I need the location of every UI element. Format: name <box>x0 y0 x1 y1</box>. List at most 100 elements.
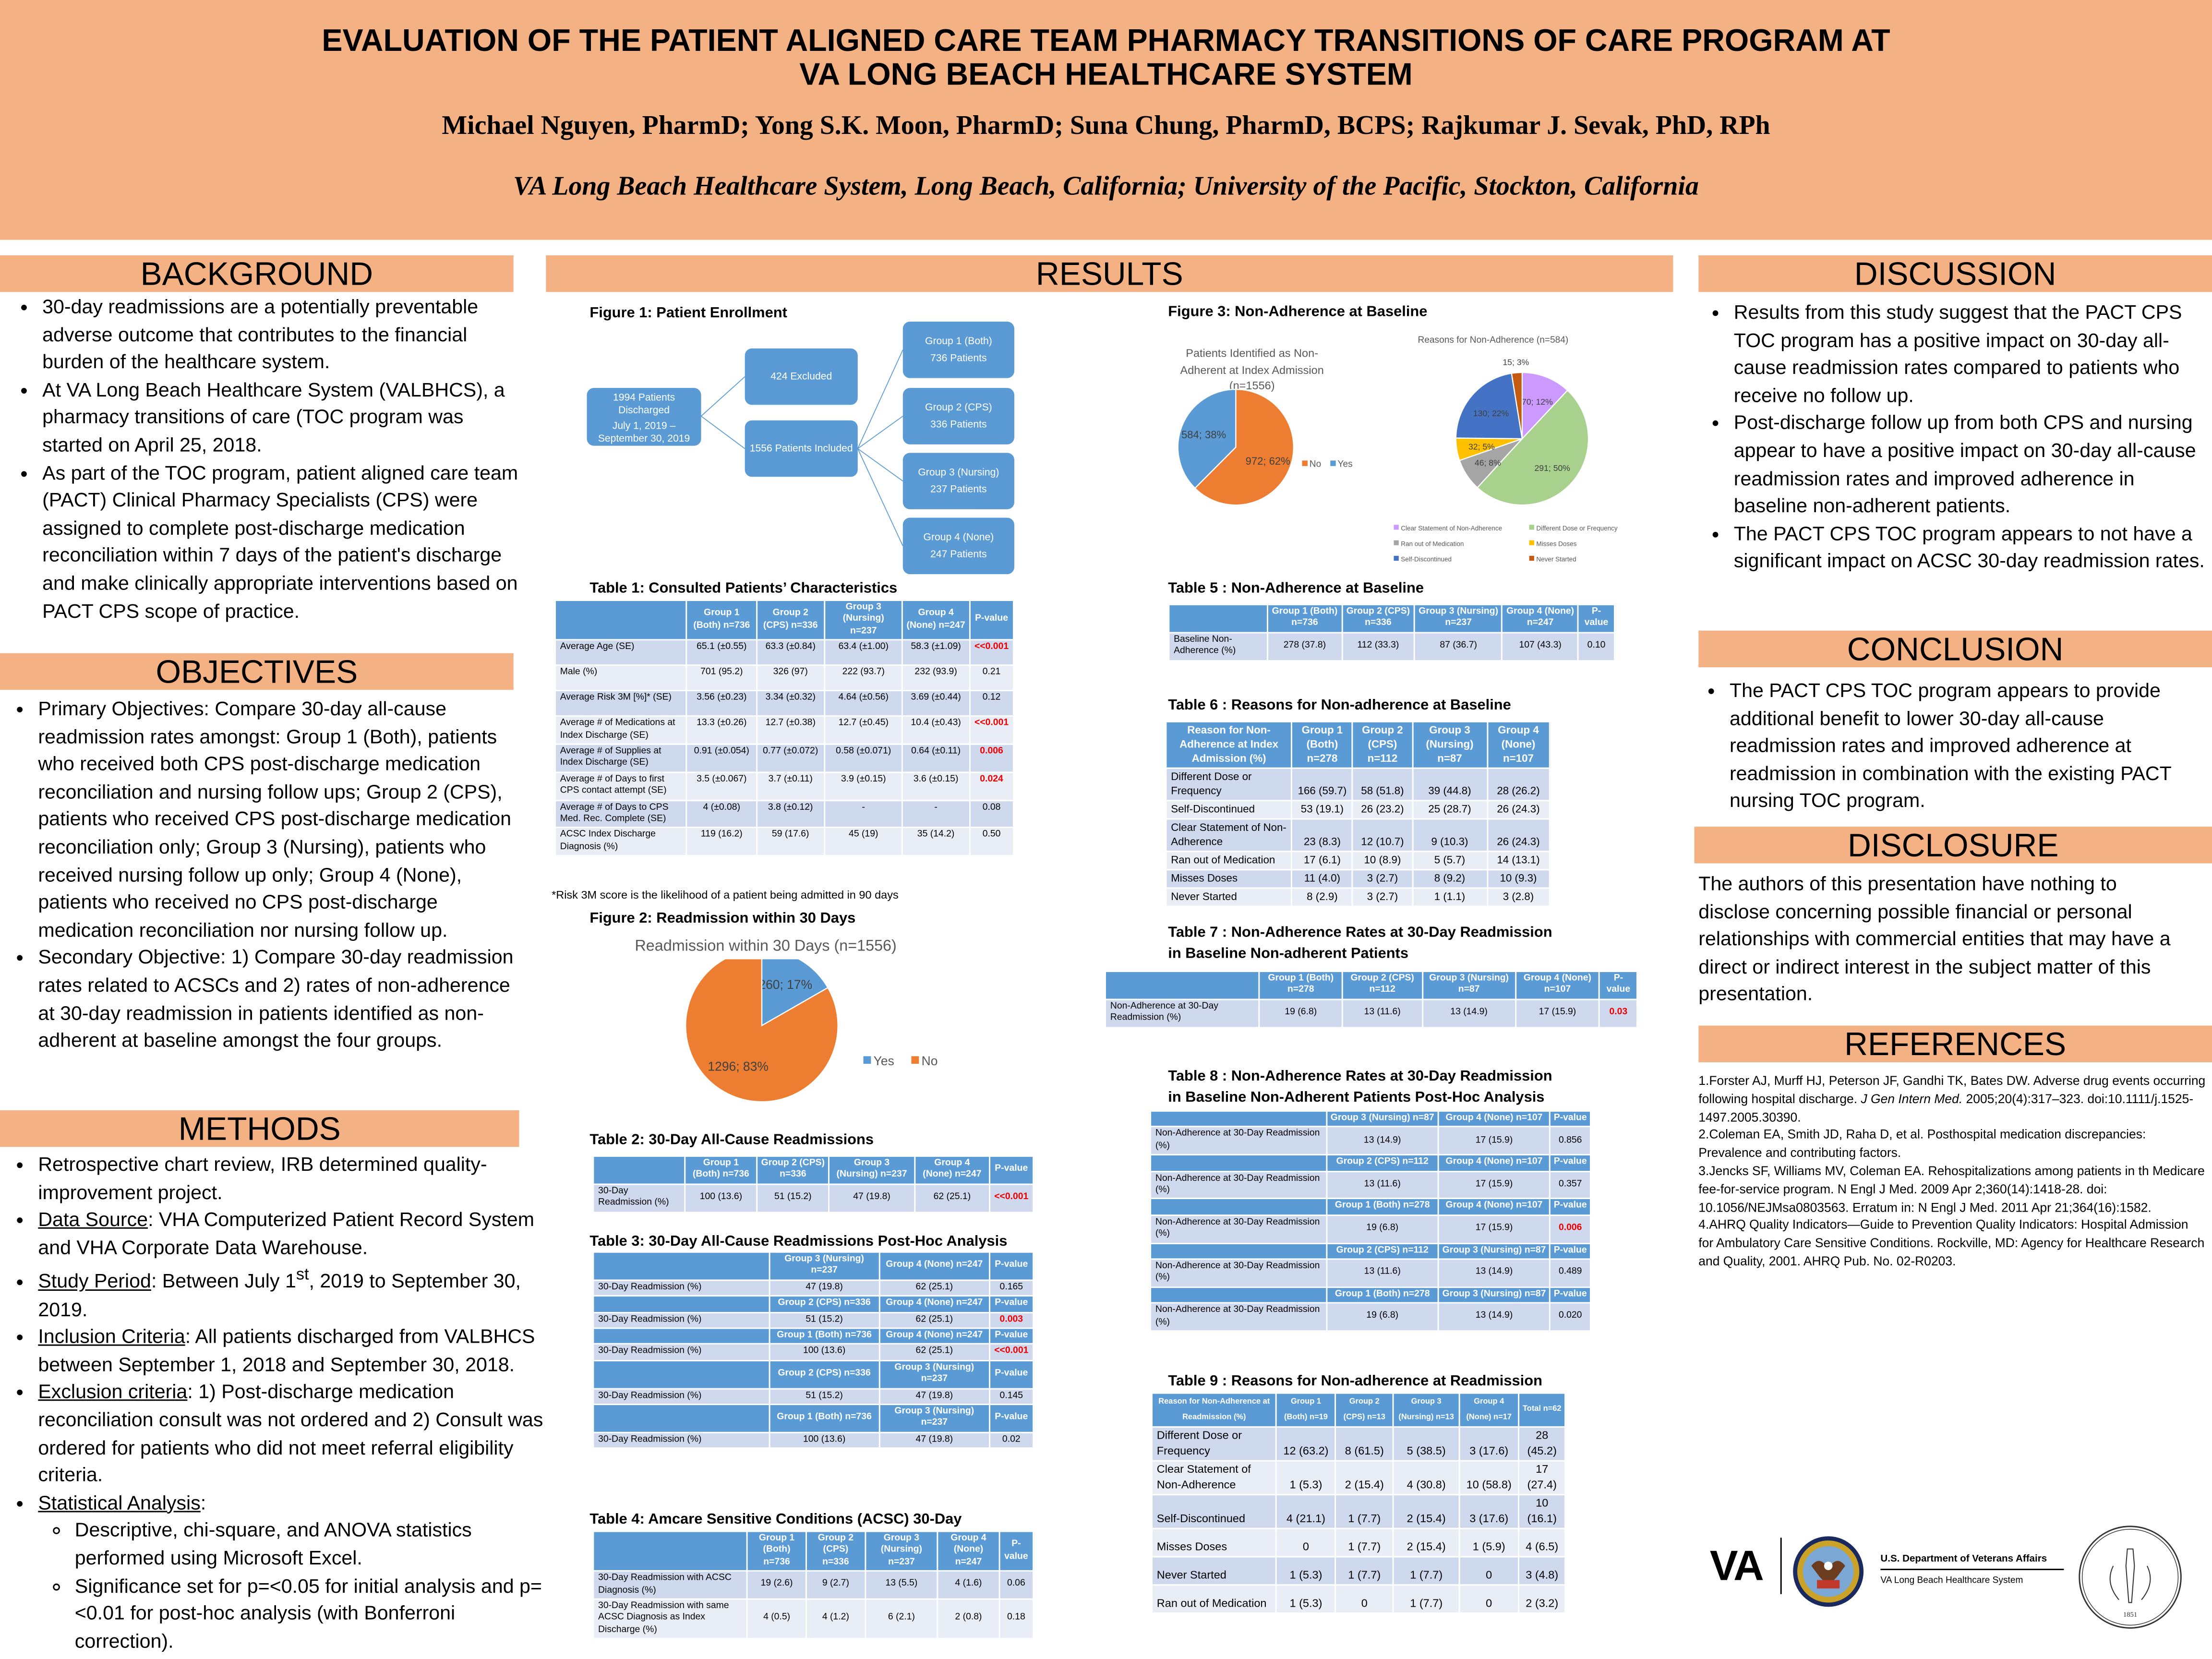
table-row: Male (%) 701 (95.2) 326 (97) 222 (93.7) 232 … <box>554 664 1014 692</box>
table-row: Non-Adherence at 30-Day Readmission (%) 1… <box>1150 1258 1591 1288</box>
table-cell: 9 (2.7) <box>805 1570 866 1600</box>
column-header: Reason for Non-Adherence at Index Admiss… <box>1165 721 1293 769</box>
legend-label: Self-Discontinued <box>1401 556 1452 563</box>
column-header: P-value <box>969 599 1014 641</box>
table-cell: 63.3 (±0.84) <box>756 639 826 666</box>
table-row: Average # of Supplies at Index Discharge… <box>554 743 1014 773</box>
table7: Group 1 (Both) n=278 Group 2 (CPS) n=112 G… <box>1105 970 1638 1028</box>
table-header-row: Group 1 (Both) n=736 Group 2 (CPS) n=336 G… <box>592 1530 1034 1572</box>
table-cell: 0.003 <box>988 1311 1034 1329</box>
table-row: Ran out of Medication 1 (5.3) 0 1 (7.7) 0 2 (… <box>1151 1584 1566 1614</box>
table-row: Non-Adherence at 30-Day Readmission (%) 1… <box>1150 1214 1591 1244</box>
reference-text: 1.Forster AJ, Murff HJ, Peterson JF, Gan… <box>1698 1073 2206 1106</box>
methods-text: : VHA Computerized Patient Record System… <box>38 1208 535 1258</box>
table-cell: 166 (59.7) <box>1291 767 1354 802</box>
results-heading: RESULTS <box>546 255 1673 292</box>
table-cell: 0.18 <box>998 1598 1034 1640</box>
block-header-row: Group 1 (Both) n=278 Group 4 (None) n=107… <box>1150 1198 1591 1216</box>
table-cell: 4 (21.1) <box>1275 1494 1336 1529</box>
table-cell: 3.7 (±0.11) <box>756 771 826 801</box>
row-label: Average # of Days to CPS Med. Rec. Compl… <box>554 799 688 829</box>
table-cell: 3 (17.6) <box>1458 1426 1520 1462</box>
column-header: Group 3 (Nursing) n=237 <box>769 1251 880 1281</box>
column-header: Group 4 (None) n=247 <box>878 1251 990 1281</box>
row-label: Never Started <box>1151 1556 1277 1586</box>
column-header: Group 1 (Both) n=736 <box>1267 603 1343 633</box>
column-header: Group 4 (None) n=247 <box>878 1295 990 1313</box>
table-cell: 65.1 (±0.55) <box>686 639 757 666</box>
column-header: P-value <box>1549 1242 1591 1260</box>
pie-data-label: 260; 17% <box>758 977 812 992</box>
table-cell: 1 (5.3) <box>1275 1556 1336 1586</box>
column-header: Group 1 (Both) n=19 <box>1275 1392 1336 1428</box>
table-row: Self-Discontinued 4 (21.1) 1 (7.7) 2 (15.4)… <box>1151 1494 1566 1529</box>
table-cell: 0.357 <box>1549 1170 1591 1200</box>
table-row: 30-Day Readmission (%) 47 (19.8) 62 (25.1)… <box>592 1279 1034 1297</box>
table-header-row: Reason for Non-Adherence at Readmission … <box>1151 1392 1566 1428</box>
table-row: Average # of Days to first CPS contact a… <box>554 771 1014 801</box>
table-cell: 119 (16.2) <box>686 827 757 857</box>
background-section: 30-day readmissions are a potentially pr… <box>12 293 522 625</box>
table-cell: 1 (7.7) <box>1334 1494 1395 1529</box>
table-cell: 1 (5.3) <box>1275 1584 1336 1614</box>
row-label: Different Dose or Frequency <box>1165 767 1293 802</box>
column-header: Group 2 (CPS) n=336 <box>1341 603 1416 633</box>
table-row: 30-Day Readmission with ACSC Diagnosis (… <box>592 1570 1034 1600</box>
column-header: Group 4 (None) n=107 <box>1437 1154 1551 1172</box>
table-cell: 23 (8.3) <box>1291 818 1354 853</box>
table-cell: 45 (19) <box>824 827 903 857</box>
pie-data-label: 70; 12% <box>1522 397 1553 407</box>
legend-swatch <box>1529 525 1534 530</box>
table-cell: 17 (27.4) <box>1518 1460 1566 1496</box>
table-cell: 2 (15.4) <box>1334 1460 1395 1496</box>
row-label: 30-Day Readmission (%) <box>592 1183 685 1213</box>
box-text: 1994 Patients <box>613 390 675 403</box>
column-header: Group 4 (None) n=107 <box>1437 1110 1551 1128</box>
column-header: Group 1 (Both) n=278 <box>1291 721 1354 769</box>
box-text: Group 2 (CPS) <box>925 400 992 414</box>
table-cell: 0.08 <box>969 799 1014 829</box>
legend-swatch <box>1529 555 1534 561</box>
discharged-box: 1994 Patients Discharged July 1, 2019 – Sep… <box>587 388 701 446</box>
connector-line <box>857 448 903 481</box>
table-cell: 11 (4.0) <box>1291 869 1354 889</box>
legend-label: Misses Doses <box>1536 540 1576 547</box>
table-cell: 10 (58.8) <box>1458 1460 1520 1496</box>
table7-title: Table 7 : Non-Adherence Rates at 30-Day … <box>1168 923 1552 965</box>
row-label: Misses Doses <box>1165 869 1293 889</box>
table-row: 30-Day Readmission (%) 100 (13.6) 47 (19.8… <box>592 1431 1034 1450</box>
legend-label: Yes <box>1338 459 1353 469</box>
column-header <box>592 1404 770 1433</box>
methods-text: : 1) Post-discharge medication reconcili… <box>38 1380 543 1486</box>
table-header-row: Group 1 (Both) n=736 Group 2 (CPS) n=336 G… <box>1168 603 1615 633</box>
block-header-row: Group 1 (Both) n=736 Group 4 (None) n=247… <box>592 1327 1034 1345</box>
methods-label: Study Period <box>38 1269 151 1293</box>
table-cell: 107 (43.3) <box>1502 632 1579 661</box>
figure1-title: Figure 1: Patient Enrollment <box>589 304 787 322</box>
table-cell: 3.6 (±0.15) <box>902 771 971 801</box>
column-header: Group 3 (Nursing) n=87 <box>1422 970 1516 1000</box>
discussion-heading: DISCUSSION <box>1698 255 2212 292</box>
group3-box: Group 3 (Nursing) 237 Patients <box>902 453 1014 509</box>
table-cell: 58 (51.8) <box>1352 767 1413 802</box>
table-cell: 0.489 <box>1549 1258 1591 1288</box>
table-cell: 5 (5.7) <box>1411 851 1488 871</box>
table-cell: 0 <box>1458 1584 1520 1614</box>
table-cell: 13 (14.9) <box>1437 1258 1551 1288</box>
table-cell: 62 (25.1) <box>878 1311 990 1329</box>
pie-slice-yes <box>1177 388 1237 489</box>
row-label: Average # of Supplies at Index Discharge… <box>554 743 688 773</box>
va-seal-icon <box>1793 1536 1864 1607</box>
box-text: Group 4 (None) <box>923 530 994 543</box>
row-label: Misses Doses <box>1151 1527 1277 1558</box>
row-label: Non-Adherence at 30-Day Readmission (%) <box>1150 1126 1327 1156</box>
row-label: 30-Day Readmission with same ACSC Diagno… <box>592 1598 748 1640</box>
table-cell: 47 (19.8) <box>878 1431 990 1450</box>
table-cell: 100 (13.6) <box>769 1343 880 1361</box>
methods-text: : All patients discharged from VALBHCS b… <box>38 1325 535 1375</box>
methods-bullet: Exclusion criteria: 1) Post-discharge me… <box>38 1379 550 1489</box>
column-header: P-value <box>988 1404 1034 1433</box>
methods-bullet: Statistical Analysis: Descriptive, chi-s… <box>38 1490 550 1655</box>
table-cell: 62 (25.1) <box>878 1279 990 1297</box>
table-cell: 3.34 (±0.32) <box>756 690 826 717</box>
